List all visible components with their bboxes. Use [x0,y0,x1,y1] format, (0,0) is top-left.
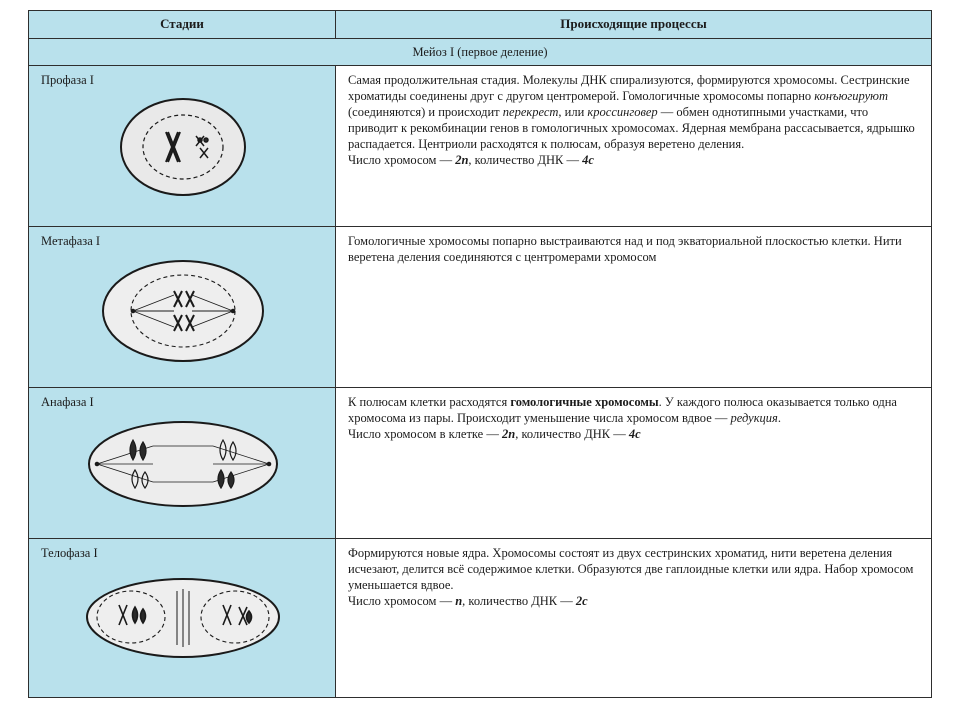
row-telophase: Телофаза I [29,538,932,697]
formula-text: Число хромосом — [348,594,455,608]
stage-label-metaphase: Метафаза I [41,233,325,249]
desc-cell-prophase: Самая продолжительная стадия. Молекулы Д… [336,65,932,226]
stage-label-telophase: Телофаза I [41,545,325,561]
stage-cell-anaphase: Анафаза I [29,387,336,538]
row-anaphase: Анафаза I [29,387,932,538]
stage-cell-metaphase: Метафаза I [29,226,336,387]
formula-4c: 4c [582,153,594,167]
diagram-telophase [41,565,325,670]
header-row: Стадии Происходящие процессы [29,11,932,39]
section-row: Мейоз I (первое деление) [29,38,932,65]
formula-text: , количество ДНК — [515,427,629,441]
formula-text: , количество ДНК — [468,153,582,167]
formula-text: , количество ДНК — [462,594,576,608]
cell-diagram-icon [108,92,258,202]
formula-2c: 2c [576,594,588,608]
desc-text: , или [558,105,587,119]
term-conjugate: конъюгируют [814,89,888,103]
term-reduction: редукция [731,411,778,425]
desc-text: Формируются новые ядра. Хромосомы состоя… [348,546,913,592]
section-title: Мейоз I (первое деление) [29,38,932,65]
cell-diagram-icon [83,414,283,514]
desc-cell-metaphase: Гомологичные хромосомы попарно выстраива… [336,226,932,387]
formula-2n: 2n [455,153,468,167]
diagram-anaphase [41,414,325,514]
row-prophase: Профаза I [29,65,932,226]
diagram-prophase [41,92,325,202]
cell-diagram-icon [73,565,293,670]
diagram-metaphase [41,253,325,368]
term-crossover1: перекрест [503,105,559,119]
stage-cell-prophase: Профаза I [29,65,336,226]
desc-text: К полюсам клетки расходятся [348,395,510,409]
stage-label-prophase: Профаза I [41,72,325,88]
term-crossover2: кроссинговер [587,105,657,119]
formula-2n: 2n [502,427,515,441]
formula-text: Число хромосом — [348,153,455,167]
term-homologous: гомологичные хромосомы [510,395,658,409]
meiosis-table: Стадии Происходящие процессы Мейоз I (пе… [28,10,932,698]
desc-text: (соединяются) и происходит [348,105,503,119]
formula-text: Число хромосом в клетке — [348,427,502,441]
stage-label-anaphase: Анафаза I [41,394,325,410]
stage-cell-telophase: Телофаза I [29,538,336,697]
col-header-process: Происходящие процессы [336,11,932,39]
desc-text: Гомологичные хромосомы попарно выстраива… [348,234,902,264]
desc-cell-telophase: Формируются новые ядра. Хромосомы состоя… [336,538,932,697]
cell-diagram-icon [96,253,271,368]
formula-4c: 4c [629,427,641,441]
row-metaphase: Метафаза I [29,226,932,387]
desc-cell-anaphase: К полюсам клетки расходятся гомологичные… [336,387,932,538]
col-header-stage: Стадии [29,11,336,39]
desc-text: . [778,411,781,425]
